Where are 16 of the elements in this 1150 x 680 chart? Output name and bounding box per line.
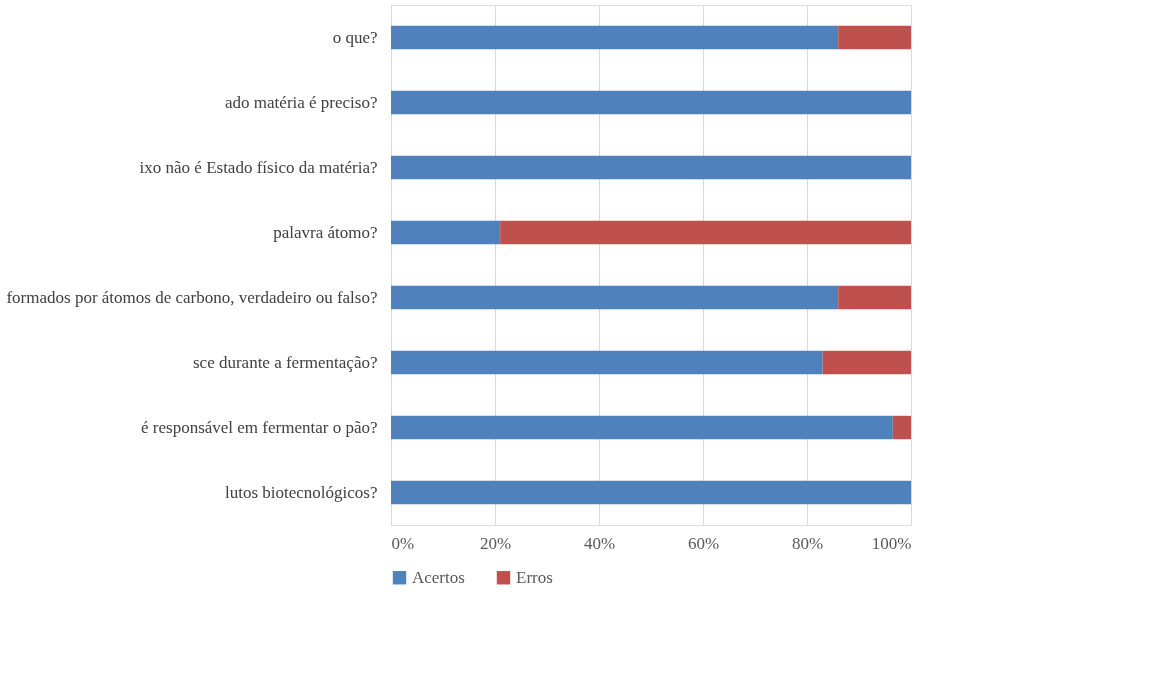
y-tick-label: palavra átomo? bbox=[273, 222, 378, 242]
x-tick-label: 80% bbox=[791, 533, 824, 553]
y-tick-label: ado matéria é preciso? bbox=[225, 92, 378, 112]
x-tick-label: 40% bbox=[583, 533, 616, 553]
x-tick-label: 20% bbox=[479, 533, 512, 553]
legend-label: Erros bbox=[516, 567, 553, 587]
y-tick-label: ixo não é Estado físico da matéria? bbox=[139, 157, 378, 177]
y-tick-label: lutos biotecnológicos? bbox=[224, 482, 378, 502]
y-tick-label: sce durante a fermentação? bbox=[192, 352, 378, 372]
y-tick-label: o que? bbox=[332, 27, 378, 47]
legend-label: Acertos bbox=[412, 567, 465, 587]
x-tick-label: 0% bbox=[391, 533, 415, 553]
x-tick-label: 60% bbox=[687, 533, 720, 553]
y-tick-label: formados por átomos de carbono, verdadeiro ou falso? bbox=[6, 287, 378, 307]
y-tick-label: é responsável em fermentar o pão? bbox=[141, 417, 378, 437]
x-tick-label: 100% bbox=[871, 533, 912, 553]
